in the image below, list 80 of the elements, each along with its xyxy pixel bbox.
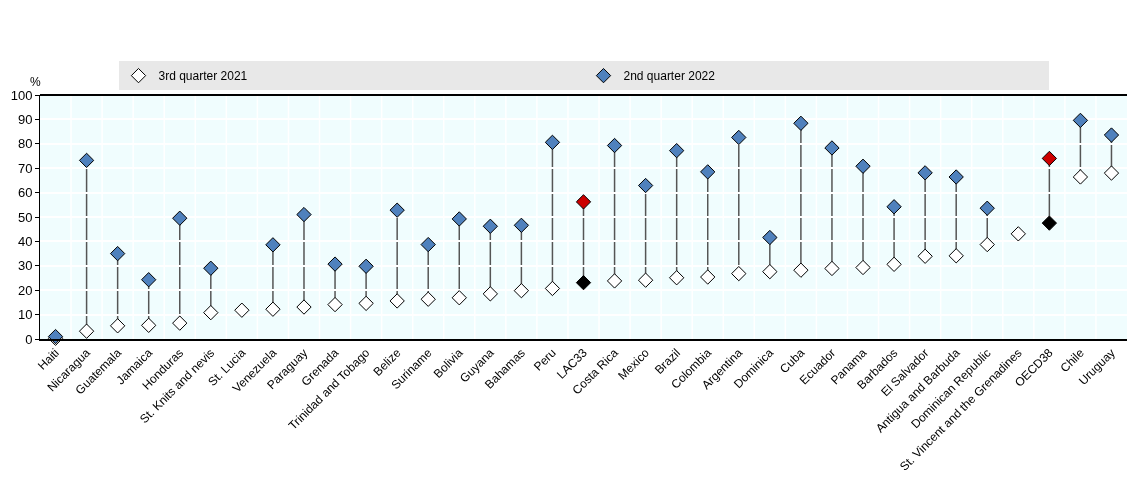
point <box>172 315 188 331</box>
point <box>762 264 778 280</box>
point <box>824 140 840 156</box>
point <box>482 286 498 302</box>
point <box>389 293 405 309</box>
point <box>78 323 95 339</box>
point <box>669 142 685 159</box>
y-tick-label: 100 <box>10 87 33 103</box>
point <box>513 283 530 299</box>
y-tick-label: 50 <box>17 209 33 225</box>
point <box>451 211 467 227</box>
y-tick-label: 80 <box>17 136 33 152</box>
point <box>513 217 530 233</box>
point <box>389 202 405 218</box>
y-tick-label: 30 <box>17 258 33 274</box>
point <box>109 318 126 334</box>
point <box>141 272 157 288</box>
point <box>482 218 498 234</box>
point <box>917 248 933 264</box>
point <box>327 256 343 272</box>
point <box>979 236 995 253</box>
point <box>358 295 374 312</box>
point <box>544 280 561 297</box>
point <box>575 194 592 210</box>
point <box>78 152 95 169</box>
y-tick-label: 10 <box>17 307 33 323</box>
point <box>327 296 343 313</box>
point <box>296 299 312 315</box>
point <box>948 248 964 264</box>
point <box>700 164 716 180</box>
point <box>606 273 623 289</box>
point <box>234 302 250 318</box>
y-tick-label: 70 <box>17 160 33 176</box>
point <box>203 305 219 321</box>
point <box>793 115 809 131</box>
point <box>203 260 219 276</box>
point <box>141 317 157 333</box>
point <box>109 245 126 262</box>
point <box>637 177 654 194</box>
y-tick-label: 20 <box>17 282 33 298</box>
point <box>1010 226 1026 242</box>
point <box>700 269 716 285</box>
point <box>979 200 995 216</box>
point <box>762 229 778 246</box>
legend-label: 2nd quarter 2022 <box>623 69 716 84</box>
y-tick-label: 0 <box>25 331 33 347</box>
point <box>886 199 902 215</box>
point <box>172 210 188 226</box>
point <box>1041 215 1058 231</box>
y-axis-title: % <box>30 75 41 89</box>
point <box>420 291 436 307</box>
point <box>917 165 933 181</box>
point <box>886 256 902 272</box>
point <box>855 259 871 276</box>
point <box>544 134 561 150</box>
point <box>731 265 747 282</box>
point <box>265 301 281 317</box>
y-tick-label: 40 <box>17 233 33 249</box>
point <box>1072 169 1089 185</box>
point <box>731 129 747 146</box>
point <box>637 272 654 288</box>
y-tick-label: 60 <box>17 185 33 201</box>
point <box>606 137 623 154</box>
point <box>296 206 312 223</box>
point <box>669 270 685 286</box>
point <box>575 274 592 291</box>
point <box>1103 127 1120 143</box>
point <box>948 169 964 185</box>
point <box>358 258 374 274</box>
point <box>420 236 436 253</box>
point <box>855 158 871 174</box>
point <box>1103 165 1120 181</box>
point <box>1072 112 1089 129</box>
point <box>1041 150 1058 167</box>
y-tick-label: 90 <box>17 111 33 127</box>
point <box>824 260 840 277</box>
point <box>793 262 809 278</box>
point <box>451 290 467 306</box>
point <box>265 237 281 253</box>
legend-label: 3rd quarter 2021 <box>158 69 248 84</box>
